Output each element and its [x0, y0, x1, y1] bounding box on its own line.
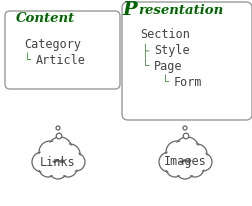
Circle shape	[34, 153, 50, 171]
FancyBboxPatch shape	[122, 2, 252, 120]
Circle shape	[40, 160, 56, 176]
Text: Section: Section	[140, 28, 190, 41]
Circle shape	[50, 139, 70, 159]
Text: Page: Page	[154, 60, 182, 73]
Circle shape	[186, 159, 204, 177]
Circle shape	[194, 153, 212, 171]
Circle shape	[60, 144, 80, 164]
Text: └: └	[142, 60, 149, 73]
FancyBboxPatch shape	[5, 11, 120, 89]
Circle shape	[61, 145, 79, 163]
Text: Style: Style	[154, 44, 190, 57]
Circle shape	[175, 137, 199, 161]
Text: Article: Article	[36, 54, 86, 67]
Circle shape	[32, 152, 52, 172]
Circle shape	[177, 162, 193, 178]
Circle shape	[41, 143, 59, 161]
Circle shape	[68, 154, 84, 170]
Circle shape	[195, 154, 211, 170]
Text: P: P	[122, 1, 137, 19]
Circle shape	[159, 152, 179, 172]
Text: ├: ├	[142, 44, 149, 58]
Circle shape	[177, 139, 197, 159]
Circle shape	[56, 126, 60, 130]
Circle shape	[183, 133, 189, 139]
Text: └: └	[24, 54, 31, 67]
Circle shape	[166, 159, 184, 177]
Circle shape	[168, 143, 186, 161]
Text: Category: Category	[24, 38, 81, 51]
Circle shape	[60, 160, 76, 176]
Circle shape	[167, 160, 183, 176]
Text: Images: Images	[164, 156, 206, 169]
Circle shape	[50, 162, 66, 178]
Circle shape	[39, 141, 61, 163]
Text: Links: Links	[40, 156, 76, 169]
Text: resentation: resentation	[138, 4, 223, 16]
Circle shape	[67, 153, 85, 171]
Circle shape	[56, 133, 62, 139]
Circle shape	[59, 159, 77, 177]
Circle shape	[49, 161, 67, 179]
Text: └: └	[162, 76, 169, 89]
Circle shape	[176, 161, 194, 179]
Circle shape	[183, 126, 187, 130]
Circle shape	[48, 137, 72, 161]
Circle shape	[39, 159, 57, 177]
Circle shape	[187, 160, 203, 176]
Circle shape	[166, 141, 188, 163]
Circle shape	[188, 145, 205, 163]
Text: Content: Content	[16, 12, 75, 25]
Circle shape	[161, 153, 177, 171]
Circle shape	[187, 144, 207, 164]
Text: Form: Form	[174, 76, 203, 89]
